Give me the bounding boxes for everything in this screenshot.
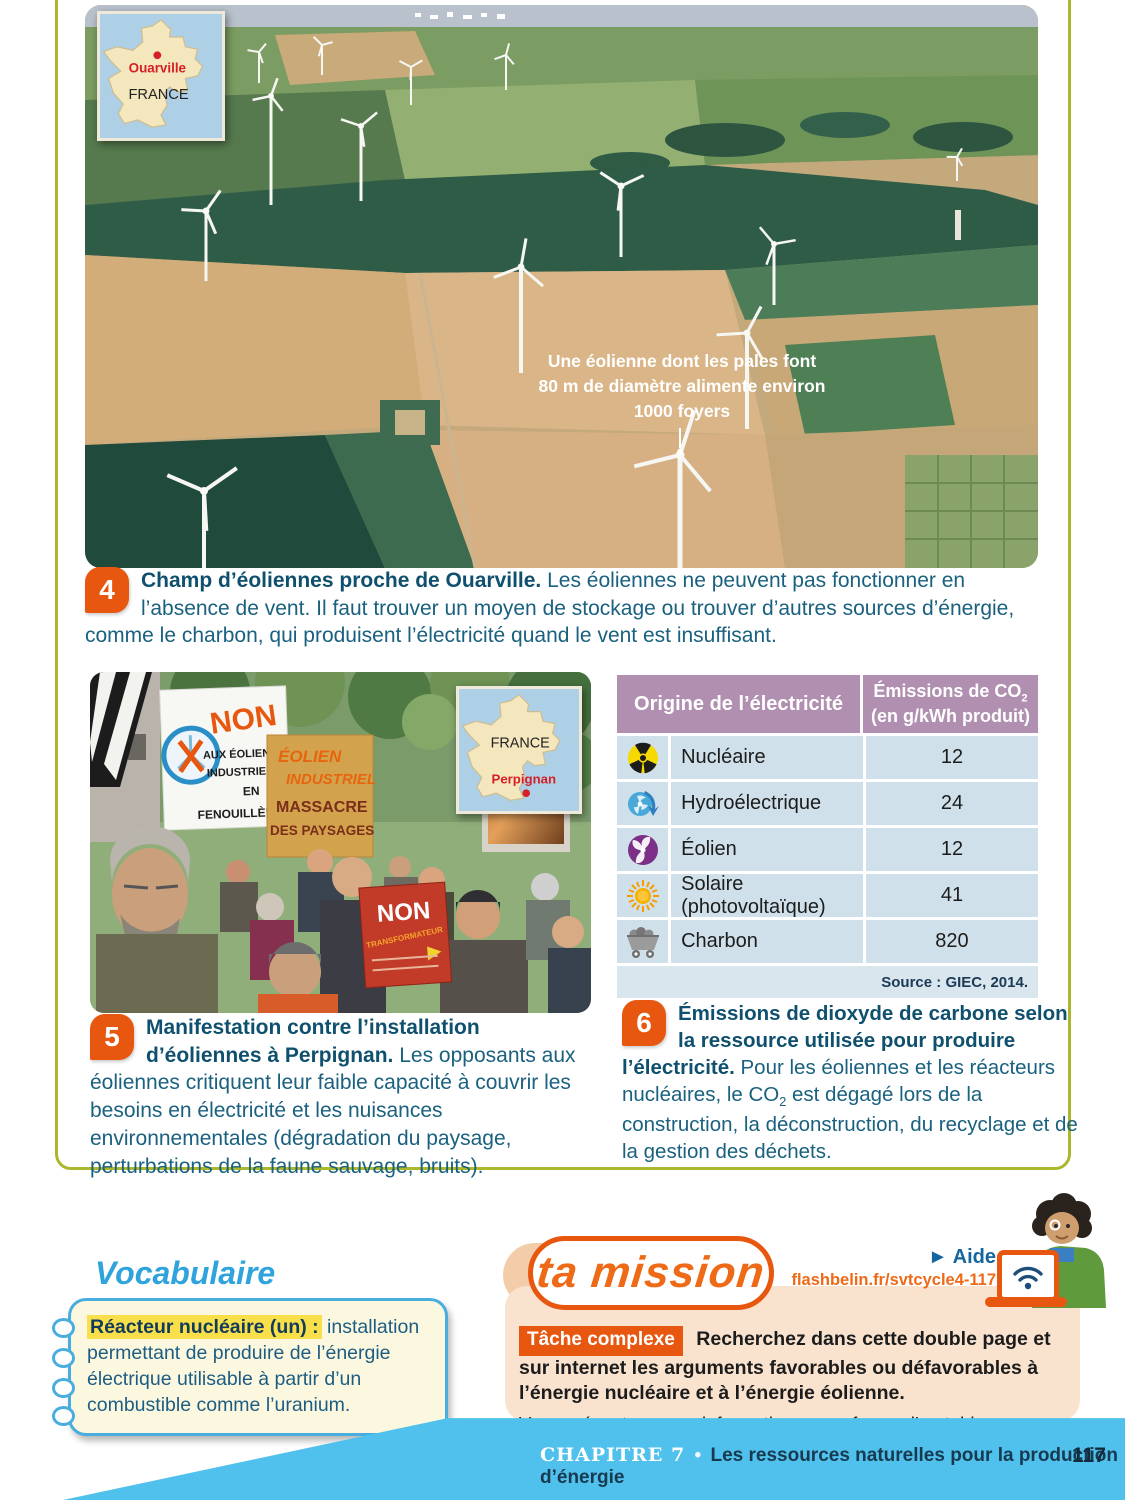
mission-logo: ta mission [528, 1236, 774, 1310]
row-value: 12 [865, 736, 1038, 779]
mission-task: Tâche complexe Recherchez dans cette dou… [519, 1326, 1051, 1405]
header-emissions-line1: Émissions de CO2 [873, 680, 1028, 705]
table-header-emissions: Émissions de CO2 (en g/kWh produit) [863, 675, 1038, 733]
table-header-row: Origine de l’électricité Émissions de CO… [617, 675, 1038, 733]
france-outline: Ouarville FRANCE [102, 19, 204, 128]
map-city-label: Perpignan [492, 772, 556, 787]
france-outline: FRANCE Perpignan [461, 694, 561, 802]
row-value: 820 [865, 920, 1038, 963]
doc-number-badge: 4 [85, 567, 129, 613]
table-row: Nucléaire 12 [617, 736, 1038, 779]
row-value: 41 [865, 874, 1038, 917]
row-label: Solaire (photovoltaïque) [671, 873, 863, 918]
board-line1: ÉOLIEN [278, 747, 342, 766]
chapter-label: CHAPITRE 7 [540, 1444, 686, 1466]
caption4-title: Champ d’éoliennes proche de Ouarville. [141, 569, 542, 592]
solar-icon [617, 874, 669, 917]
caption6-title: Émissions de dioxyde de carbone selon la… [622, 1002, 1068, 1080]
board-line4: DES PAYSAGES [270, 823, 374, 838]
aide-link[interactable]: flashbelin.fr/svtcycle4-117 [791, 1271, 996, 1289]
table-row: Hydroélectrique 24 [617, 782, 1038, 825]
map-city-label: Ouarville [129, 60, 186, 75]
vocabulary-definition: installation permettant de produire de l… [87, 1316, 420, 1417]
sign-non-eoliennes: NON AUX ÉOLIENNES INDUSTRIELLES EN FENOU… [159, 685, 294, 831]
table-row: Charbon 820 [617, 920, 1038, 963]
co2-emissions-table: Origine de l’électricité Émissions de CO… [617, 675, 1038, 998]
aide-label: ► Aide [928, 1246, 996, 1268]
vocabulary-heading: Vocabulaire [95, 1255, 276, 1291]
france-map-perpignan: FRANCE Perpignan [456, 686, 582, 814]
mission-logo-text: ta mission [534, 1248, 768, 1297]
red-sign-text: NON [376, 897, 431, 928]
page-number: 117 [1072, 1444, 1106, 1467]
map-country-label: FRANCE [128, 87, 188, 103]
laptop-screen [997, 1250, 1059, 1302]
wind-farm-photo: Une éolienne dont les pales font 80 m de… [85, 5, 1038, 568]
spiral-ring [52, 1378, 75, 1398]
laptop-base [985, 1297, 1067, 1307]
spiral-ring [52, 1406, 75, 1426]
row-label: Charbon [671, 920, 863, 963]
wifi-icon [1013, 1266, 1043, 1290]
documents-frame [55, 0, 1071, 1170]
annotation-line1: Une éolienne dont les pales font [548, 351, 817, 371]
row-label: Nucléaire [671, 736, 863, 779]
spiral-ring [52, 1348, 75, 1368]
row-label: Éolien [671, 828, 863, 871]
row-value: 24 [865, 782, 1038, 825]
row-label: Hydroélectrique [671, 782, 863, 825]
caption4-body: Les éoliennes ne peuvent pas fonctionner… [85, 569, 1015, 648]
ouarville-dot [153, 51, 162, 60]
map-country-label: FRANCE [491, 736, 550, 752]
wind-icon [617, 828, 669, 871]
chapter-title: Les ressources naturelles pour la produc… [540, 1445, 1119, 1488]
wind-farm-illustration: Une éolienne dont les pales font 80 m de… [85, 5, 1038, 568]
sign-massacre: ÉOLIEN INDUSTRIEL MASSACRE DES PAYSAGES [266, 734, 376, 912]
board-line2: INDUSTRIEL [286, 771, 376, 788]
chapter-separator: • [694, 1445, 702, 1466]
photo-annotation: Une éolienne dont les pales font 80 m de… [539, 351, 826, 454]
spiral-ring [52, 1318, 75, 1338]
france-map-ouarville: Ouarville FRANCE [97, 11, 225, 141]
striped-pole [90, 672, 152, 787]
annotation-line2: 80 m de diamètre alimente environ [539, 376, 826, 396]
caption-doc6: 6 Émissions de dioxyde de carbone selon … [622, 1000, 1082, 1165]
table-row: Solaire (photovoltaïque) 41 [617, 873, 1038, 918]
caption5-title: Manifestation contre l’installation d’éo… [146, 1016, 480, 1067]
vocabulary-box: Réacteur nucléaire (un) : installation p… [68, 1298, 448, 1436]
hydro-icon [617, 782, 669, 825]
crowd: NON TRANSFORMATEUR [96, 826, 591, 1013]
annotation-line3: 1000 foyers [634, 401, 731, 421]
perpignan-dot [522, 789, 531, 798]
aide-block: ► Aide flashbelin.fr/svtcycle4-117 [790, 1246, 996, 1290]
footer-chapter: CHAPITRE 7 • Les ressources naturelles p… [540, 1444, 1125, 1489]
village [415, 12, 505, 19]
table-row: Éolien 12 [617, 828, 1038, 871]
board-line3: MASSACRE [276, 799, 368, 816]
doc-number-badge: 6 [622, 1000, 666, 1046]
caption-doc5: 5 Manifestation contre l’installation d’… [90, 1014, 598, 1180]
caption-doc4: 4 Champ d’éoliennes proche de Ouarville.… [85, 567, 1040, 650]
doc-number-badge: 5 [90, 1014, 134, 1060]
table-source: Source : GIEC, 2014. [617, 966, 1038, 998]
caption5-body: Les opposants aux éoliennes critiquent l… [90, 1043, 576, 1178]
header-emissions-line2: (en g/kWh produit) [871, 705, 1030, 726]
protest-photo: NON AUX ÉOLIENNES INDUSTRIELLES EN FENOU… [90, 672, 591, 1013]
coal-icon [617, 920, 669, 963]
sign-red-non: NON TRANSFORMATEUR [358, 881, 453, 989]
vocabulary-term: Réacteur nucléaire (un) : [87, 1315, 322, 1339]
task-badge: Tâche complexe [519, 1326, 683, 1356]
sign-line3: EN [243, 784, 260, 799]
caption6-body: Pour les éoliennes et les réacteurs nucl… [622, 1056, 1078, 1164]
radioactive-icon [617, 736, 669, 779]
row-value: 12 [865, 828, 1038, 871]
table-header-origin: Origine de l’électricité [617, 675, 860, 733]
